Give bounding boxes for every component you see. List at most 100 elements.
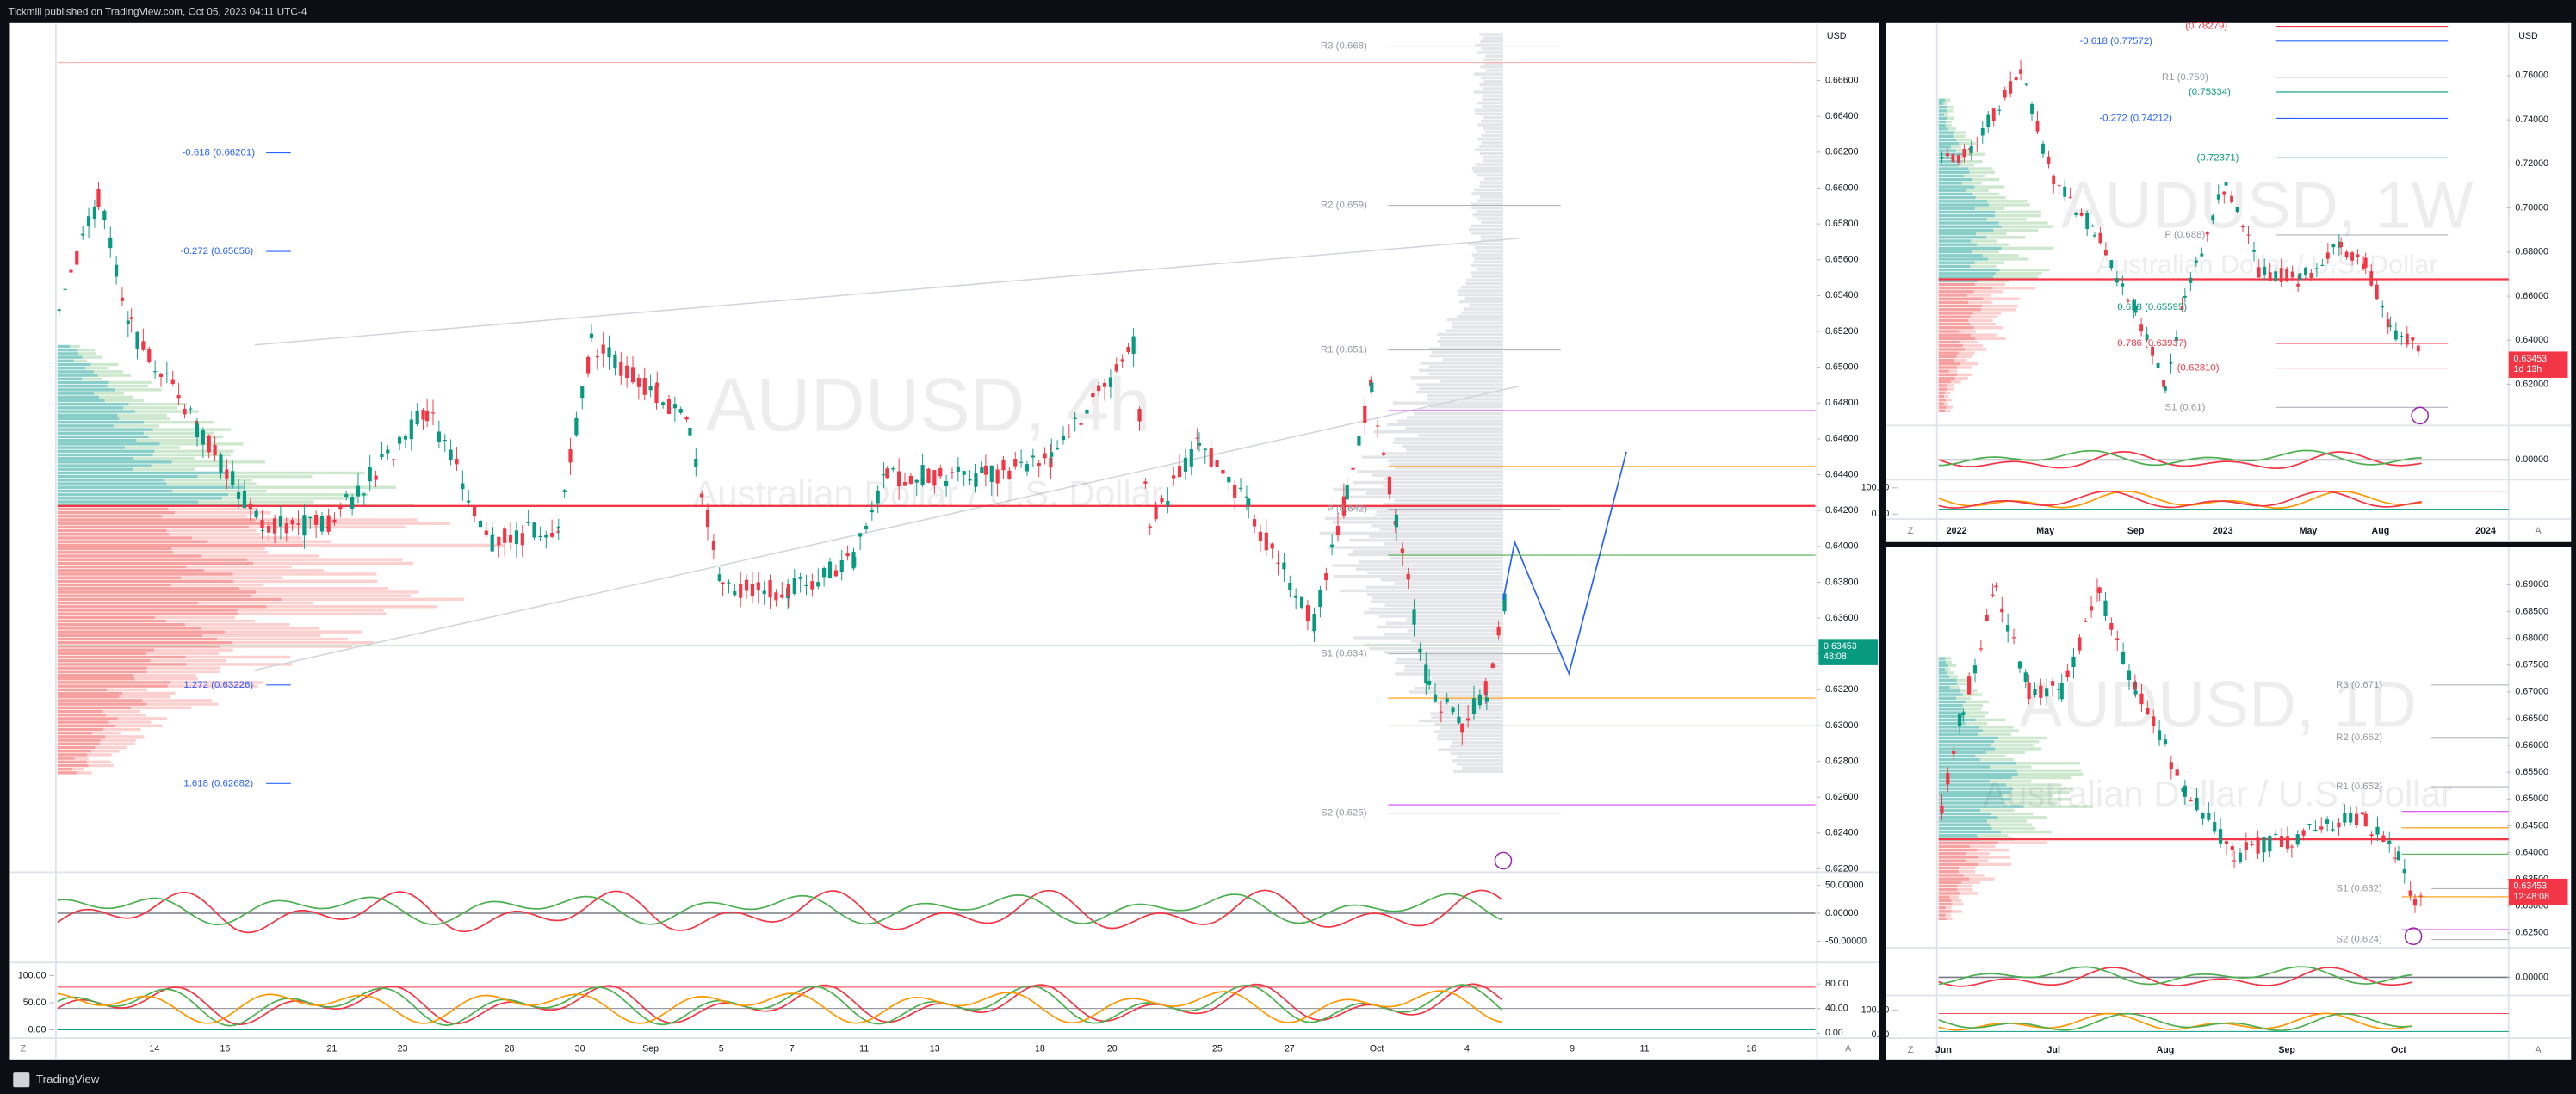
volume-profile-bar (219, 645, 352, 648)
volume-profile-bar (57, 348, 78, 352)
volume-profile-bar (57, 446, 125, 449)
volume-profile-bar (1977, 279, 2009, 282)
candle-body (648, 386, 653, 391)
volume-profile-bar (1938, 387, 1947, 391)
volume-profile-bar (1938, 170, 1970, 174)
candle-body (2362, 263, 2365, 269)
candle-body (891, 468, 895, 470)
volume-profile-bar (57, 681, 171, 684)
session-profile (1319, 531, 1503, 535)
volume-profile-bar (57, 673, 134, 677)
session-profile (1458, 289, 1503, 293)
fib-label: S1 (0.61) (2164, 402, 2205, 412)
candle-body (261, 529, 265, 532)
candle-body (1980, 127, 1985, 136)
candle-body (1299, 596, 1304, 608)
candle-body (780, 594, 784, 598)
candle-body (2205, 232, 2209, 235)
candle-body (2354, 813, 2359, 825)
candle-body (386, 449, 390, 454)
candle-body (380, 454, 384, 458)
volume-profile-bar (1938, 402, 1944, 405)
volume-profile-bar (1938, 131, 1954, 134)
candle-body (1305, 605, 1310, 621)
volume-profile-bar (1953, 134, 1966, 138)
session-profile (1385, 621, 1503, 625)
volume-profile-bar (78, 352, 96, 355)
volume-profile-bar (1946, 405, 1954, 409)
candle-body (2181, 788, 2185, 792)
candle-body (201, 429, 205, 445)
candle-body (2000, 608, 2004, 613)
volume-profile-bar (1987, 200, 2028, 203)
volume-profile-bar (142, 699, 213, 702)
volume-profile-bar (186, 565, 292, 569)
volume-profile-bar (57, 670, 147, 674)
volume-profile-bar (57, 497, 223, 500)
fib-label: (0.75334) (2189, 87, 2231, 97)
session-profile (1467, 242, 1503, 246)
x-axis-label: 16 (220, 1043, 230, 1054)
volume-profile-bar (1938, 657, 1946, 660)
candle-body (1013, 459, 1018, 467)
volume-profile-bar (57, 757, 75, 760)
session-profile (1461, 311, 1503, 314)
volume-profile-bar (1968, 167, 1993, 170)
volume-profile-bar (57, 569, 204, 572)
tick-label: 0.62200 (1825, 863, 1859, 874)
volume-profile-bar (1951, 910, 1962, 913)
candle-body (478, 521, 483, 528)
volume-profile-bar (1965, 721, 1988, 726)
candle-body (1490, 663, 1495, 669)
candle-body (308, 516, 313, 519)
candle-body (362, 493, 366, 496)
volume-profile-bar (1957, 366, 1972, 369)
tick-label: 0.68000 (2515, 247, 2548, 257)
indicator-line (1938, 1012, 2412, 1032)
volume-profile-bar (57, 594, 252, 597)
volume-profile-bar (1960, 892, 1978, 895)
candle-body (242, 491, 247, 509)
volume-profile-bar (105, 735, 145, 739)
session-profile (1473, 72, 1503, 76)
session-profile (1406, 618, 1503, 621)
volume-profile-bar (1997, 736, 2047, 740)
volume-profile-bar (1947, 387, 1954, 391)
session-profile (1327, 546, 1503, 549)
volume-profile-bar (1938, 318, 1969, 323)
volume-profile-bar (57, 771, 77, 775)
session-profile (1430, 405, 1503, 409)
candle-body (195, 423, 200, 438)
candle-body (1043, 453, 1047, 459)
x-axis-label: 2022 (1947, 526, 1967, 536)
volume-profile-bar (100, 739, 136, 742)
tick-label: 0.64000 (2515, 847, 2548, 857)
candle-body (520, 533, 524, 546)
volume-profile-bar (144, 420, 215, 424)
tick-label: 0.66400 (1825, 111, 1859, 121)
candle-body (2195, 797, 2199, 811)
candle-body (284, 523, 288, 534)
watermark-symbol: AUDUSD, 1W (2061, 169, 2474, 242)
candle-body (2268, 836, 2272, 852)
trend-line (254, 238, 1520, 346)
volume-profile-bar (1938, 362, 1960, 366)
session-profile (1378, 615, 1503, 618)
volume-profile-bar (1938, 895, 1950, 899)
x-axis-label: Aug (2157, 1045, 2175, 1055)
candle-body (1073, 417, 1077, 419)
volume-profile-bar (201, 627, 320, 630)
volume-profile-bar (76, 771, 92, 775)
candle-body (403, 436, 408, 440)
candle-body (2263, 266, 2267, 275)
candle-body (2151, 347, 2154, 356)
volume-profile-bar (1968, 300, 1993, 305)
session-profile (1439, 705, 1503, 708)
volume-profile-bar (171, 547, 265, 551)
session-profile (1471, 191, 1503, 195)
volume-profile-bar (1948, 369, 1958, 373)
session-profile (1364, 610, 1503, 615)
volume-profile-bar (1938, 906, 1946, 910)
volume-profile-bar (1963, 874, 1985, 877)
x-axis-label: 23 (398, 1043, 408, 1054)
